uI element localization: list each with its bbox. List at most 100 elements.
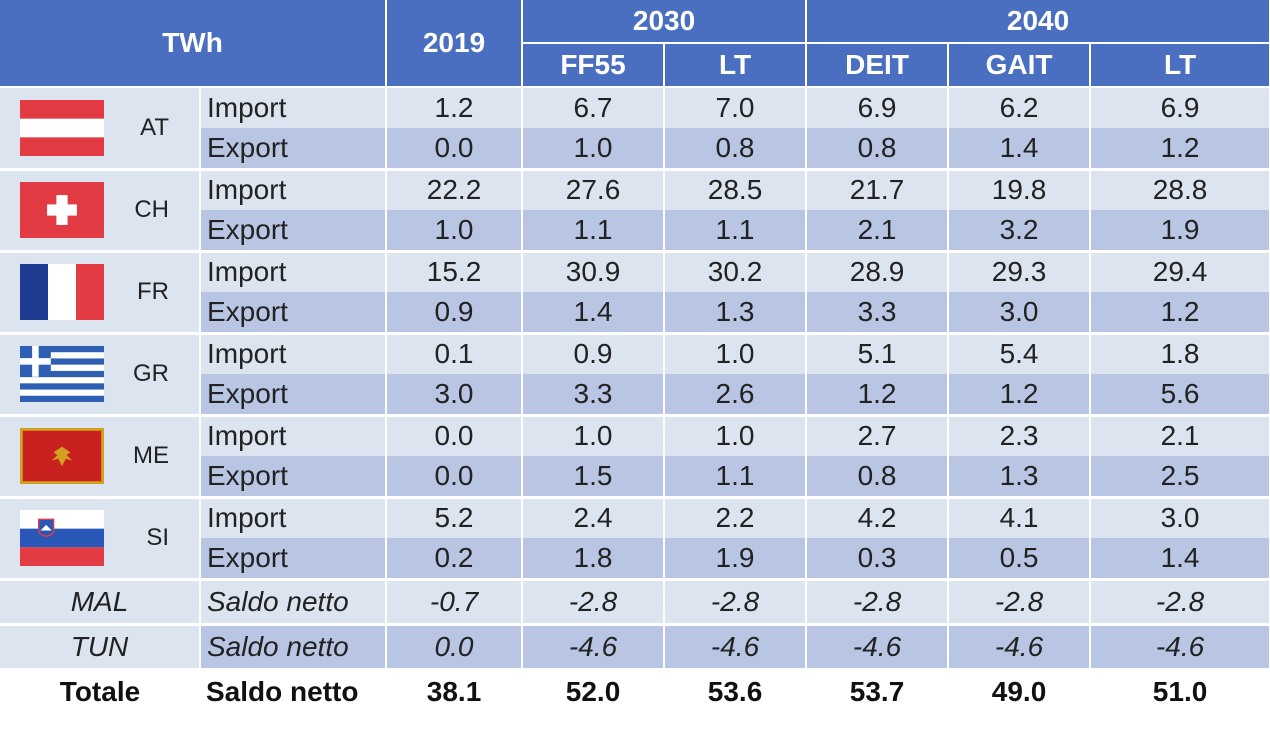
- value-cell: 30.9: [522, 251, 666, 292]
- value-cell: 0.9: [386, 292, 524, 335]
- value-cell: 28.8: [1090, 169, 1270, 210]
- total-name: Totale: [0, 669, 200, 713]
- scenario-header: LT: [664, 43, 808, 88]
- value-cell: 2.3: [948, 415, 1092, 456]
- year-2030-header: 2030: [522, 0, 808, 44]
- country-code: GR: [133, 360, 169, 387]
- country-code: AT: [140, 113, 169, 141]
- value-cell: 2.4: [522, 497, 666, 538]
- value-cell: 30.2: [664, 251, 808, 292]
- value-cell: -4.6: [522, 624, 666, 671]
- value-cell: 6.9: [806, 87, 950, 128]
- country-cell: FR: [0, 251, 201, 335]
- table-row: TUN Saldo netto 0.0 -4.6 -4.6 -4.6 -4.6 -4.6: [0, 624, 1270, 671]
- value-cell: 29.3: [948, 251, 1092, 292]
- value-cell: 1.8: [522, 538, 666, 581]
- value-cell: 0.2: [386, 538, 524, 581]
- value-cell: 6.9: [1090, 87, 1270, 128]
- value-cell: 7.0: [664, 87, 808, 128]
- value-cell: 1.1: [522, 210, 666, 253]
- value-cell: -4.6: [948, 624, 1092, 671]
- value-cell: 1.2: [386, 87, 524, 128]
- value-cell: -4.6: [1090, 624, 1270, 671]
- value-cell: 0.0: [386, 415, 524, 456]
- value-cell: 2.7: [806, 415, 950, 456]
- country-code: ME: [133, 442, 169, 469]
- value-cell: 3.3: [806, 292, 950, 335]
- value-cell: 3.2: [948, 210, 1092, 253]
- flow-label: Export: [200, 210, 388, 253]
- table-row: ME Import 0.0 1.0 1.0 2.7 2.3 2.1: [0, 415, 1270, 499]
- year-2040-header: 2040: [806, 0, 1270, 44]
- value-cell: 3.0: [948, 292, 1092, 335]
- country-code: FR: [137, 278, 169, 305]
- value-cell: 21.7: [806, 169, 950, 210]
- value-cell: 0.8: [664, 128, 808, 171]
- greece-flag: [20, 346, 104, 402]
- total-value: 53.6: [664, 669, 807, 713]
- total-value: 52.0: [522, 669, 665, 713]
- value-cell: 22.2: [386, 169, 524, 210]
- country-cell: ME: [0, 415, 201, 499]
- value-cell: 5.4: [948, 333, 1092, 374]
- value-cell: -2.8: [806, 579, 950, 626]
- total-value: 49.0: [948, 669, 1091, 713]
- scenario-header: LT: [1090, 43, 1270, 88]
- value-cell: 1.4: [522, 292, 666, 335]
- value-cell: -2.8: [664, 579, 808, 626]
- table-row: Export 0.0 1.5 1.1 0.8 1.3 2.5: [0, 456, 1270, 499]
- switzerland-flag: [20, 182, 104, 238]
- value-cell: 1.8: [1090, 333, 1270, 374]
- table-row: SI Import 5.2 2.4 2.2 4.2 4.1 3.0: [0, 497, 1270, 581]
- value-cell: 1.2: [806, 374, 950, 417]
- value-cell: 0.0: [386, 128, 524, 171]
- value-cell: 28.9: [806, 251, 950, 292]
- table-row: Export 0.9 1.4 1.3 3.3 3.0 1.2: [0, 292, 1270, 335]
- value-cell: 2.1: [806, 210, 950, 253]
- value-cell: 1.4: [1090, 538, 1270, 581]
- value-cell: 1.2: [1090, 292, 1270, 335]
- value-cell: 2.6: [664, 374, 808, 417]
- value-cell: 1.1: [664, 210, 808, 253]
- value-cell: -2.8: [1090, 579, 1270, 626]
- value-cell: 0.3: [806, 538, 950, 581]
- value-cell: 0.0: [386, 624, 524, 671]
- flow-label: Import: [200, 497, 388, 538]
- flow-label: Export: [200, 538, 388, 581]
- france-flag: [20, 264, 104, 320]
- value-cell: 4.1: [948, 497, 1092, 538]
- value-cell: 1.9: [1090, 210, 1270, 253]
- table-row: MAL Saldo netto -0.7 -2.8 -2.8 -2.8 -2.8 -2.8: [0, 579, 1270, 626]
- value-cell: 6.7: [522, 87, 666, 128]
- slovenia-flag: [20, 510, 104, 566]
- value-cell: 0.5: [948, 538, 1092, 581]
- value-cell: 1.2: [948, 374, 1092, 417]
- value-cell: 1.1: [664, 456, 808, 499]
- flow-label: Import: [200, 251, 388, 292]
- country-code: SI: [146, 524, 169, 551]
- value-cell: 29.4: [1090, 251, 1270, 292]
- country-cell: AT: [0, 87, 201, 171]
- value-cell: 15.2: [386, 251, 524, 292]
- flow-label: Import: [200, 169, 388, 210]
- value-cell: 1.0: [522, 128, 666, 171]
- value-cell: 1.2: [1090, 128, 1270, 171]
- value-cell: -2.8: [522, 579, 666, 626]
- value-cell: 1.0: [522, 415, 666, 456]
- value-cell: 0.8: [806, 128, 950, 171]
- unit-header: TWh: [0, 0, 388, 88]
- value-cell: 4.2: [806, 497, 950, 538]
- value-cell: 1.5: [522, 456, 666, 499]
- value-cell: 19.8: [948, 169, 1092, 210]
- austria-flag: [20, 99, 104, 156]
- value-cell: 5.2: [386, 497, 524, 538]
- flow-label: Saldo netto: [200, 579, 388, 626]
- scenario-header: GAIT: [948, 43, 1092, 88]
- value-cell: 6.2: [948, 87, 1092, 128]
- flow-label: Export: [200, 456, 388, 499]
- scenario-header: FF55: [522, 43, 666, 88]
- table-row: GR Import 0.1 0.9 1.0 5.1 5.4 1.8: [0, 333, 1270, 417]
- total-value: 53.7: [806, 669, 949, 713]
- value-cell: -2.8: [948, 579, 1092, 626]
- scenario-header: DEIT: [806, 43, 950, 88]
